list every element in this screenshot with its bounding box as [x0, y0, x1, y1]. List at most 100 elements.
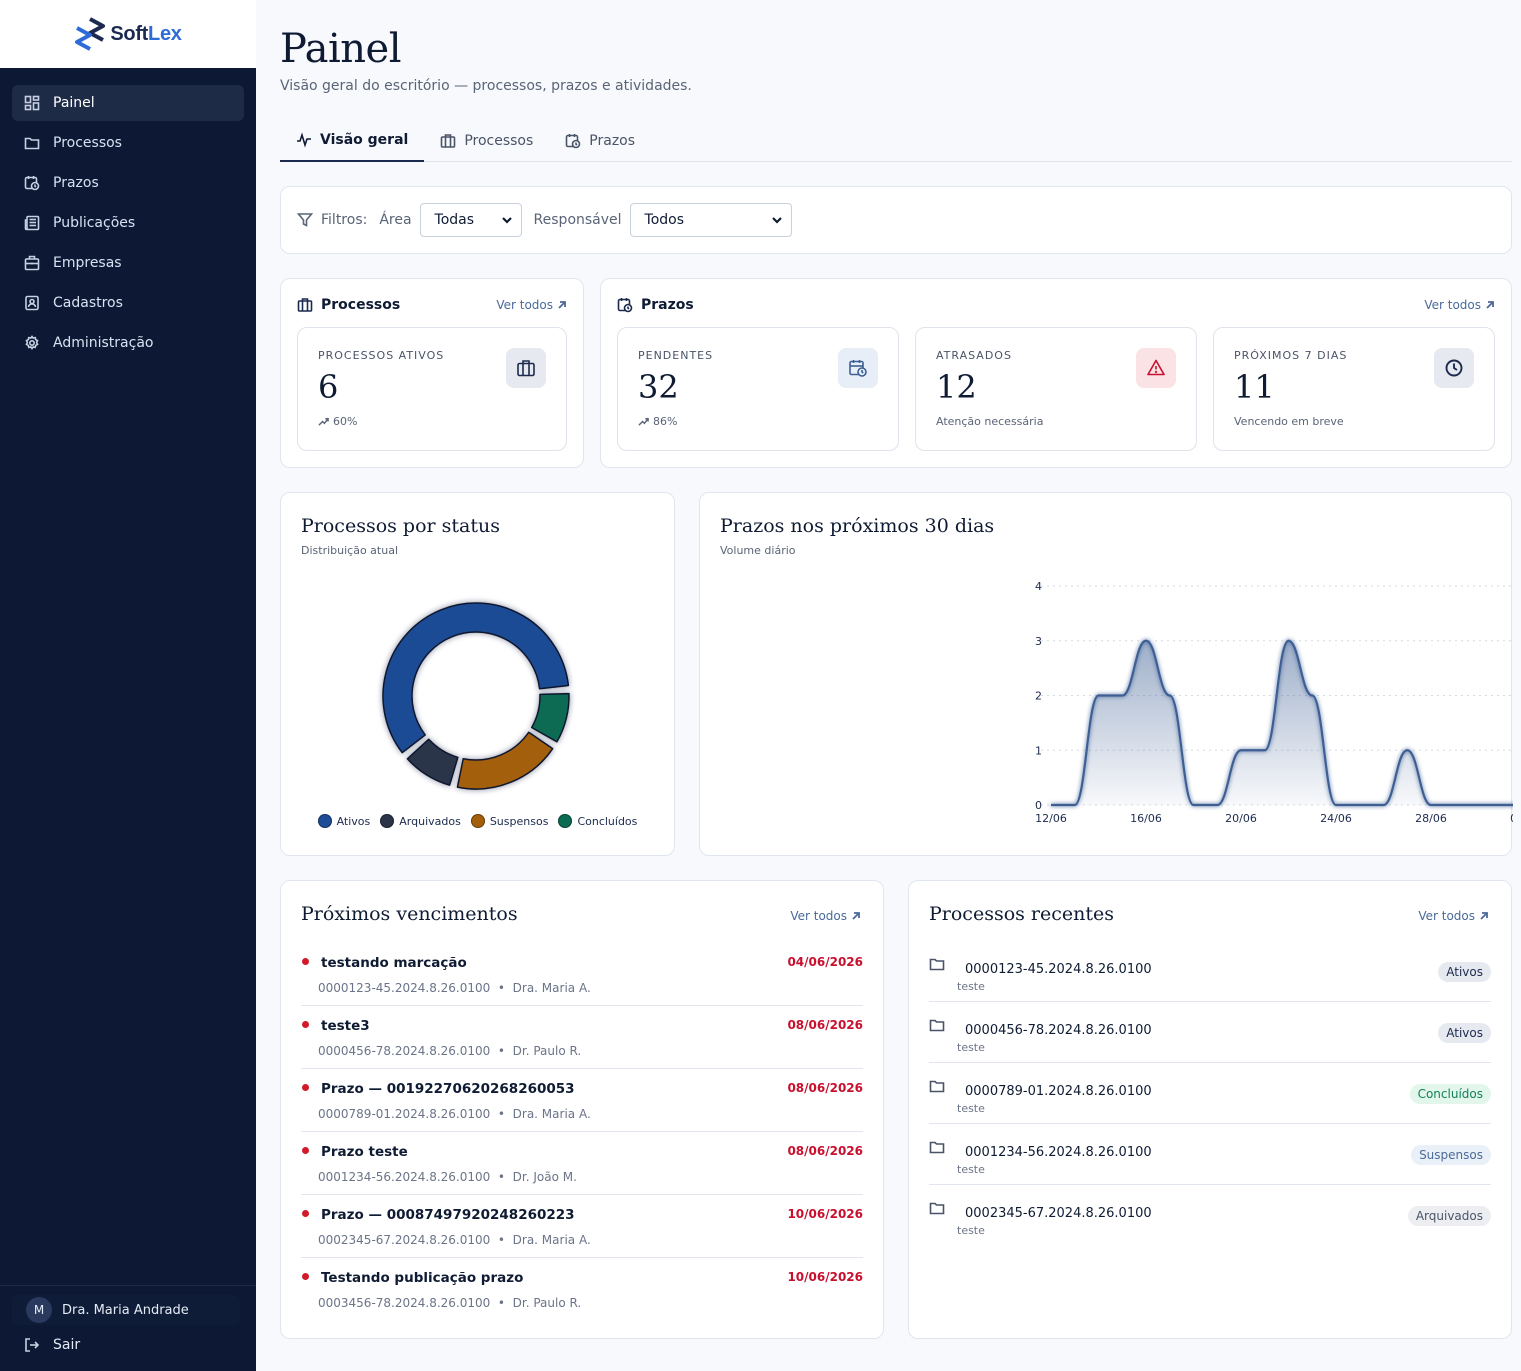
deadline-date: 08/06/2026 — [787, 1144, 863, 1158]
avatar: M — [26, 1297, 52, 1323]
deadline-date: 10/06/2026 — [787, 1207, 863, 1221]
process-number: 0000123-45.2024.8.26.0100 — [965, 962, 1152, 977]
stat-value: 32 — [638, 368, 679, 406]
deadline-date: 10/06/2026 — [787, 1270, 863, 1284]
list-item[interactable]: Prazo — 00087497920248260223 0002345-67.… — [301, 1195, 863, 1258]
filters-label: Filtros: — [321, 212, 368, 228]
calendar-clock-icon — [565, 134, 581, 149]
sidebar-item-painel[interactable]: Painel — [12, 85, 244, 121]
processos-summary-card: Processos Ver todos PROCESSOS ATIVOS 6 6… — [280, 278, 584, 468]
stat-value: 6 — [318, 368, 339, 406]
sidebar-item-processos[interactable]: Processos — [12, 125, 244, 161]
activity-icon — [297, 132, 311, 148]
upcoming-ver-todos-link[interactable]: Ver todos — [790, 909, 861, 923]
logout-label: Sair — [53, 1337, 81, 1353]
atrasados-stat[interactable]: ATRASADOS 12 Atenção necessária — [915, 327, 1197, 451]
legend-item-ativos[interactable]: Ativos — [317, 814, 371, 828]
deadline-meta: 0000789-01.2024.8.26.0100 • Dra. Maria A… — [318, 1107, 591, 1121]
data-point — [1428, 802, 1434, 808]
status-donut-chart — [382, 602, 570, 790]
stat-label: ATRASADOS — [936, 349, 1012, 362]
tab-label: Processos — [464, 133, 534, 149]
stat-note: Atenção necessária — [936, 415, 1044, 428]
page-subtitle: Visão geral do escritório — processos, p… — [280, 78, 692, 94]
tab-visao-geral[interactable]: Visão geral — [280, 120, 425, 162]
y-tick-label: 1 — [1035, 744, 1042, 757]
list-item[interactable]: Testando publicação prazo 0003456-78.202… — [301, 1258, 863, 1321]
sidebar-item-prazos[interactable]: Prazos — [12, 165, 244, 201]
sidebar-item-cadastros[interactable]: Cadastros — [12, 285, 244, 321]
building-icon — [24, 255, 40, 271]
process-client: teste — [957, 1041, 985, 1054]
overdue-dot — [302, 1273, 309, 1280]
deadline-title: Testando publicação prazo — [321, 1270, 524, 1286]
list-item[interactable]: 0000123-45.2024.8.26.0100 teste Ativos — [929, 941, 1491, 1002]
deadline-title: teste3 — [321, 1018, 370, 1034]
legend-swatch — [470, 814, 485, 828]
data-point — [1499, 802, 1505, 808]
list-item[interactable]: 0000789-01.2024.8.26.0100 teste Concluídos — [929, 1063, 1491, 1124]
brand-name: SoftLex — [110, 22, 182, 45]
area-select[interactable]: Todas — [419, 203, 522, 237]
chevron-down-icon — [501, 217, 512, 224]
tab-prazos[interactable]: Prazos — [549, 120, 651, 162]
list-item[interactable]: Prazo — 00192270620268260053 0000789-01.… — [301, 1069, 863, 1132]
folder-icon — [929, 1019, 945, 1032]
sidebar-item-label: Empresas — [53, 255, 122, 271]
deadline-date: 08/06/2026 — [787, 1018, 863, 1032]
sidebar-item-empresas[interactable]: Empresas — [12, 245, 244, 281]
sidebar-item-label: Cadastros — [53, 295, 123, 311]
brand-logo[interactable]: SoftLex — [0, 0, 256, 68]
processos-ativos-stat[interactable]: PROCESSOS ATIVOS 6 60% — [297, 327, 567, 451]
chevron-down-icon — [771, 217, 782, 224]
donut-slice-suspensos[interactable] — [456, 731, 554, 790]
recent-ver-todos-link[interactable]: Ver todos — [1418, 909, 1489, 923]
pendentes-stat[interactable]: PENDENTES 32 86% — [617, 327, 899, 451]
sidebar-item-administracao[interactable]: Administração — [12, 325, 244, 361]
newspaper-icon — [24, 215, 40, 231]
legend-item-suspensos[interactable]: Suspensos — [470, 814, 549, 828]
overdue-dot — [302, 958, 309, 965]
legend-item-concluídos[interactable]: Concluídos — [558, 814, 637, 828]
deadline-area-chart: 0123412/0616/0620/0624/0628/0602/0706/07… — [1035, 580, 1513, 825]
responsavel-select[interactable]: Todos — [629, 203, 792, 237]
donut-slice-concluídos[interactable] — [530, 692, 570, 743]
arrow-up-right-icon — [852, 912, 860, 920]
list-item[interactable]: 0000456-78.2024.8.26.0100 teste Ativos — [929, 1002, 1491, 1063]
list-item[interactable]: teste3 0000456-78.2024.8.26.0100 • Dr. P… — [301, 1006, 863, 1069]
overdue-dot — [302, 1084, 309, 1091]
list-item[interactable]: testando marcação 0000123-45.2024.8.26.0… — [301, 943, 863, 1006]
status-badge: Suspensos — [1411, 1145, 1491, 1165]
list-item[interactable]: 0002345-67.2024.8.26.0100 teste Arquivados — [929, 1185, 1491, 1246]
calendar-clock-icon — [617, 298, 633, 313]
x-tick-label: 28/06 — [1415, 812, 1447, 825]
processos-ver-todos-link[interactable]: Ver todos — [496, 298, 567, 312]
donut-slice-ativos[interactable] — [382, 602, 570, 754]
legend-swatch — [558, 814, 573, 828]
sidebar-footer: M Dra. Maria Andrade Sair — [0, 1285, 256, 1371]
list-item[interactable]: Prazo teste 0001234-56.2024.8.26.0100 • … — [301, 1132, 863, 1195]
tab-label: Prazos — [589, 133, 636, 149]
logout-button[interactable]: Sair — [12, 1335, 240, 1355]
data-point — [1309, 693, 1315, 699]
deadline-date: 04/06/2026 — [787, 955, 863, 969]
folder-icon — [929, 1202, 945, 1215]
legend-item-arquivados[interactable]: Arquivados — [380, 814, 461, 828]
prazos-ver-todos-link[interactable]: Ver todos — [1424, 298, 1495, 312]
data-point — [1404, 747, 1410, 753]
list-item[interactable]: 0001234-56.2024.8.26.0100 teste Suspensos — [929, 1124, 1491, 1185]
donut-slice-arquivados[interactable] — [406, 738, 459, 786]
deadline-meta: 0000456-78.2024.8.26.0100 • Dr. Paulo R. — [318, 1044, 582, 1058]
folder-icon — [929, 1080, 945, 1093]
user-profile[interactable]: M Dra. Maria Andrade — [12, 1295, 240, 1325]
proximos-7-dias-stat[interactable]: PRÓXIMOS 7 DIAS 11 Vencendo em breve — [1213, 327, 1495, 451]
sidebar-item-publicacoes[interactable]: Publicações — [12, 205, 244, 241]
area-fill — [1051, 640, 1513, 805]
prazos-summary-title: Prazos — [617, 297, 694, 313]
legend-label: Suspensos — [489, 814, 549, 828]
legend-label: Ativos — [336, 814, 371, 828]
x-tick-label: 02/07 — [1510, 812, 1513, 825]
process-number: 0001234-56.2024.8.26.0100 — [965, 1145, 1152, 1160]
deadline-title: Prazo teste — [321, 1144, 408, 1160]
tab-processos[interactable]: Processos — [424, 120, 549, 162]
